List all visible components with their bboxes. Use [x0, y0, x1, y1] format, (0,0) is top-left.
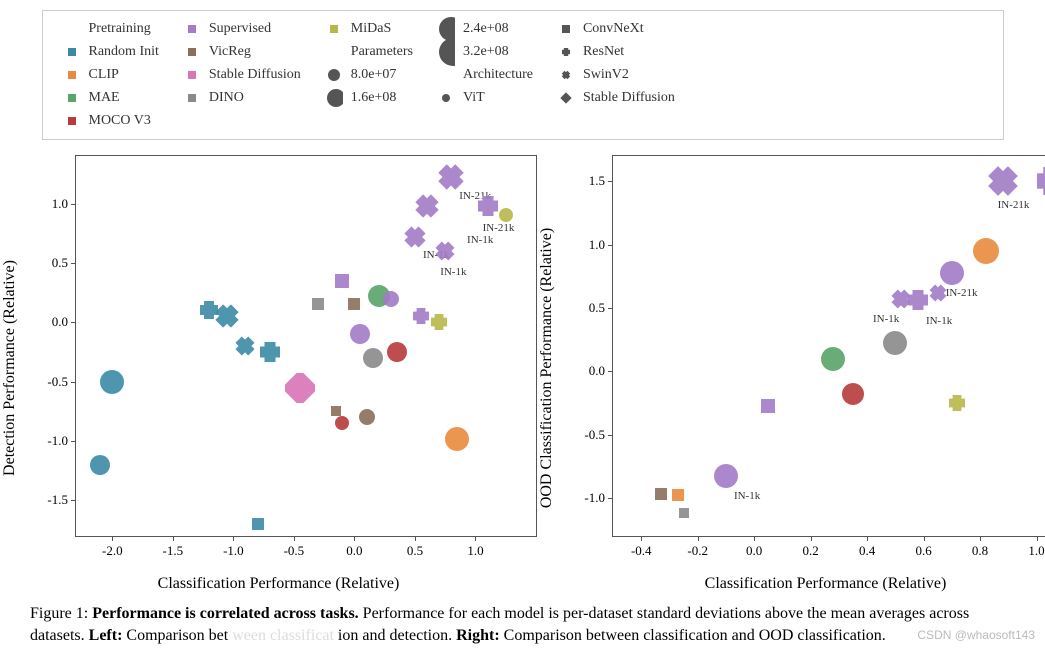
- data-point: [285, 373, 315, 403]
- data-point: [411, 306, 431, 326]
- data-point: [947, 393, 967, 413]
- point-label: IN-1k: [440, 266, 466, 278]
- data-point: [98, 368, 126, 396]
- caption-fig: Figure 1:: [30, 605, 88, 622]
- data-point: [840, 381, 866, 407]
- data-point: [987, 165, 1019, 197]
- point-label: IN-1k: [873, 313, 899, 325]
- data-point: [429, 312, 449, 332]
- data-point: [414, 193, 440, 219]
- data-point: [348, 322, 372, 346]
- data-point: [310, 296, 326, 312]
- data-point: [881, 329, 909, 357]
- data-point: [361, 346, 385, 370]
- data-point: [258, 340, 282, 364]
- right-chart: OOD Classification Performance (Relative…: [557, 150, 1045, 585]
- legend: PretrainingRandom InitCLIPMAEMOCO V3 Sup…: [42, 10, 1004, 140]
- data-point: [906, 288, 930, 312]
- data-point: [333, 414, 351, 432]
- caption-bold1: Performance is correlated across tasks.: [92, 605, 358, 622]
- left-plot-area: -2.0-1.5-1.0-0.50.00.51.0-1.5-1.0-0.50.0…: [75, 155, 537, 537]
- data-point: [819, 345, 847, 373]
- point-label: IN-1k: [926, 315, 952, 327]
- data-point: [497, 206, 515, 224]
- caption-t3: Comparison between classification and OO…: [504, 627, 886, 644]
- data-point: [434, 240, 456, 262]
- caption-obscured: ween classificat: [232, 627, 334, 644]
- point-label: IN-1k: [467, 234, 493, 246]
- data-point: [385, 340, 409, 364]
- data-point: [759, 397, 777, 415]
- caption-bold2: Left:: [89, 627, 123, 644]
- data-point: [214, 303, 240, 329]
- caption-t2b: ion and detection.: [338, 627, 456, 644]
- legend-parameters-col1: 2.4e+083.2e+08ArchitectureViT: [437, 19, 533, 131]
- data-point: [403, 225, 427, 249]
- right-y-label: OOD Classification Performance (Relative…: [538, 227, 556, 507]
- left-x-label: Classification Performance (Relative): [158, 575, 400, 593]
- point-label: IN-21k: [946, 287, 978, 299]
- point-label: IN-21k: [998, 199, 1030, 211]
- caption-t2: Comparison bet: [126, 627, 228, 644]
- legend-parameters-col2: ConvNeXtResNetSwinV2Stable Diffusion: [557, 19, 675, 131]
- data-point: [938, 259, 966, 287]
- data-point: [443, 425, 471, 453]
- right-plot-area: -0.4-0.20.00.20.40.60.81.0-1.0-0.50.00.5…: [612, 155, 1045, 537]
- data-point: [670, 487, 686, 503]
- watermark: CSDN @whaosoft143: [917, 627, 1035, 643]
- data-point: [250, 516, 266, 532]
- data-point: [712, 462, 740, 490]
- data-point: [357, 407, 377, 427]
- point-label: IN-1k: [734, 490, 760, 502]
- data-point: [653, 486, 669, 502]
- data-point: [1035, 165, 1045, 197]
- data-point: [333, 272, 351, 290]
- data-point: [381, 289, 401, 309]
- charts-row: Detection Performance (Relative) -2.0-1.…: [20, 150, 1025, 585]
- data-point: [677, 506, 691, 520]
- caption-bold3: Right:: [456, 627, 500, 644]
- legend-pretraining-col3: MiDaSParameters8.0e+071.6e+08: [325, 19, 413, 131]
- left-chart: Detection Performance (Relative) -2.0-1.…: [20, 150, 537, 585]
- right-x-label: Classification Performance (Relative): [705, 575, 947, 593]
- left-y-label: Detection Performance (Relative): [1, 260, 19, 476]
- figure-caption: Figure 1: Performance is correlated acro…: [30, 603, 1015, 646]
- data-point: [971, 236, 1001, 266]
- legend-pretraining-col2: SupervisedVicRegStable DiffusionDINO: [183, 19, 301, 131]
- data-point: [234, 335, 256, 357]
- data-point: [88, 453, 112, 477]
- data-point: [437, 163, 465, 191]
- data-point: [346, 296, 362, 312]
- legend-pretraining-col1: PretrainingRandom InitCLIPMAEMOCO V3: [63, 19, 159, 131]
